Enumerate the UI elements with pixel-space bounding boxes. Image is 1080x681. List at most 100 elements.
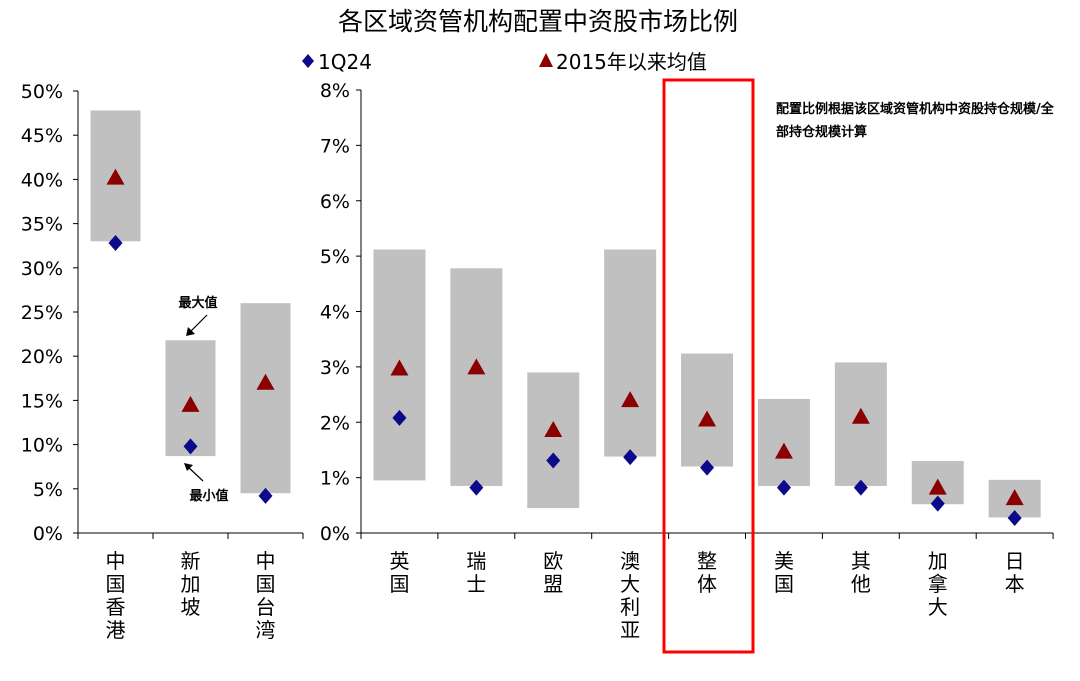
category-label-日本: 日本 — [1005, 549, 1025, 596]
legend-diamond-icon — [302, 54, 314, 68]
category-label-char: 加 — [928, 549, 948, 573]
category-label-char: 国 — [774, 572, 794, 596]
y-tick-label-left: 30% — [21, 258, 63, 280]
range-bar-欧盟 — [527, 372, 580, 509]
category-label-整体: 整体 — [697, 549, 717, 596]
range-bar-瑞士 — [450, 268, 503, 486]
y-tick-label-left: 15% — [21, 390, 63, 412]
y-tick-label-left: 25% — [21, 302, 63, 324]
category-label-char: 盟 — [543, 572, 563, 596]
category-label-char: 利 — [620, 595, 640, 619]
range-bar-美国 — [757, 398, 810, 486]
y-tick-label-left: 20% — [21, 346, 63, 368]
legend-label-mean: 2015年以来均值 — [556, 50, 707, 74]
mean-marker-美国 — [774, 442, 793, 459]
category-label-char: 瑞 — [466, 549, 486, 573]
legend-triangle-icon — [539, 53, 553, 67]
range-bar-中国台湾 — [240, 303, 291, 494]
mean-marker-澳大利亚 — [621, 391, 640, 408]
category-label-char: 美 — [774, 549, 794, 573]
mean-marker-加拿大 — [928, 478, 947, 495]
y-tick-label-right: 4% — [320, 302, 350, 324]
category-label-char: 欧 — [543, 549, 563, 573]
q1-24-marker-欧盟 — [546, 452, 561, 469]
category-label-char: 大 — [620, 572, 640, 596]
category-label-char: 台 — [256, 595, 276, 619]
y-tick-label-right: 2% — [320, 412, 350, 434]
max-annotation-arrowhead-icon — [186, 327, 195, 336]
category-label-char: 整 — [697, 549, 717, 573]
category-label-中国台湾: 中国台湾 — [256, 549, 276, 642]
note-line-1: 配置比例根据该区域资管机构中资股持仓规模/全 — [776, 101, 1055, 117]
max-annotation-label: 最大值 — [178, 295, 217, 311]
category-label-英国: 英国 — [389, 549, 409, 596]
q1-24-marker-新加坡 — [183, 438, 198, 455]
q1-24-marker-瑞士 — [469, 479, 484, 496]
category-label-瑞士: 瑞士 — [466, 549, 486, 596]
category-label-澳大利亚: 澳大利亚 — [620, 549, 640, 642]
category-label-欧盟: 欧盟 — [543, 549, 563, 596]
mean-marker-中国香港 — [106, 168, 125, 185]
mean-marker-英国 — [390, 359, 409, 376]
category-label-新加坡: 新加坡 — [181, 549, 201, 619]
category-label-char: 澳 — [620, 549, 640, 573]
y-tick-label-left: 10% — [21, 435, 63, 457]
category-label-中国香港: 中国香港 — [106, 549, 126, 642]
y-tick-label-left: 45% — [21, 125, 63, 147]
category-label-char: 加 — [181, 572, 201, 596]
chart-title: 各区域资管机构配置中资股市场比例 — [338, 7, 738, 36]
category-label-美国: 美国 — [774, 549, 794, 596]
q1-24-marker-中国台湾 — [258, 487, 273, 504]
min-annotation: 最小值 — [184, 463, 229, 504]
mean-marker-其他 — [851, 407, 870, 424]
legend-label-1q24: 1Q24 — [318, 50, 372, 74]
q1-24-marker-加拿大 — [930, 495, 945, 512]
category-label-char: 日 — [1005, 549, 1025, 573]
category-label-char: 本 — [1005, 572, 1025, 596]
mean-marker-日本 — [1005, 489, 1024, 506]
q1-24-marker-其他 — [853, 479, 868, 496]
category-label-char: 英 — [389, 549, 409, 573]
y-tick-label-right: 1% — [320, 468, 350, 490]
note-line-2: 部持仓规模计算 — [776, 124, 867, 140]
category-label-加拿大: 加拿大 — [928, 549, 948, 619]
range-bar-整体 — [681, 353, 734, 467]
y-tick-label-left: 50% — [21, 81, 63, 103]
min-annotation-label: 最小值 — [189, 488, 228, 504]
category-label-char: 新 — [181, 549, 201, 573]
category-label-char: 他 — [851, 572, 871, 596]
mean-marker-瑞士 — [467, 358, 486, 375]
y-tick-label-right: 6% — [320, 191, 350, 213]
mean-marker-欧盟 — [544, 421, 563, 438]
category-label-char: 香 — [106, 595, 126, 619]
category-label-char: 坡 — [181, 595, 201, 619]
q1-24-marker-美国 — [776, 479, 791, 496]
category-label-char: 士 — [466, 572, 486, 596]
y-tick-label-left: 5% — [33, 479, 63, 501]
y-tick-label-right: 7% — [320, 135, 350, 157]
category-label-char: 湾 — [256, 618, 276, 642]
q1-24-marker-日本 — [1007, 510, 1022, 527]
y-tick-label-right: 8% — [320, 80, 350, 102]
category-label-char: 其 — [851, 549, 871, 573]
min-annotation-arrowhead-icon — [184, 463, 193, 471]
q1-24-marker-英国 — [392, 409, 407, 426]
mean-marker-新加坡 — [181, 395, 200, 412]
y-tick-label-right: 3% — [320, 357, 350, 379]
category-label-char: 大 — [928, 595, 948, 619]
q1-24-marker-整体 — [700, 459, 715, 476]
y-tick-label-right: 5% — [320, 246, 350, 268]
q1-24-marker-中国香港 — [108, 235, 123, 252]
legend: 1Q24 2015年以来均值 — [302, 50, 707, 74]
range-bar-其他 — [834, 362, 887, 486]
category-label-char: 中 — [256, 549, 276, 573]
mean-marker-中国台湾 — [256, 373, 275, 390]
category-label-char: 亚 — [620, 618, 640, 642]
y-tick-label-left: 40% — [21, 169, 63, 191]
max-annotation: 最大值 — [178, 295, 218, 336]
y-tick-label-left: 0% — [33, 523, 63, 545]
category-label-char: 国 — [256, 572, 276, 596]
mean-marker-整体 — [698, 410, 717, 427]
